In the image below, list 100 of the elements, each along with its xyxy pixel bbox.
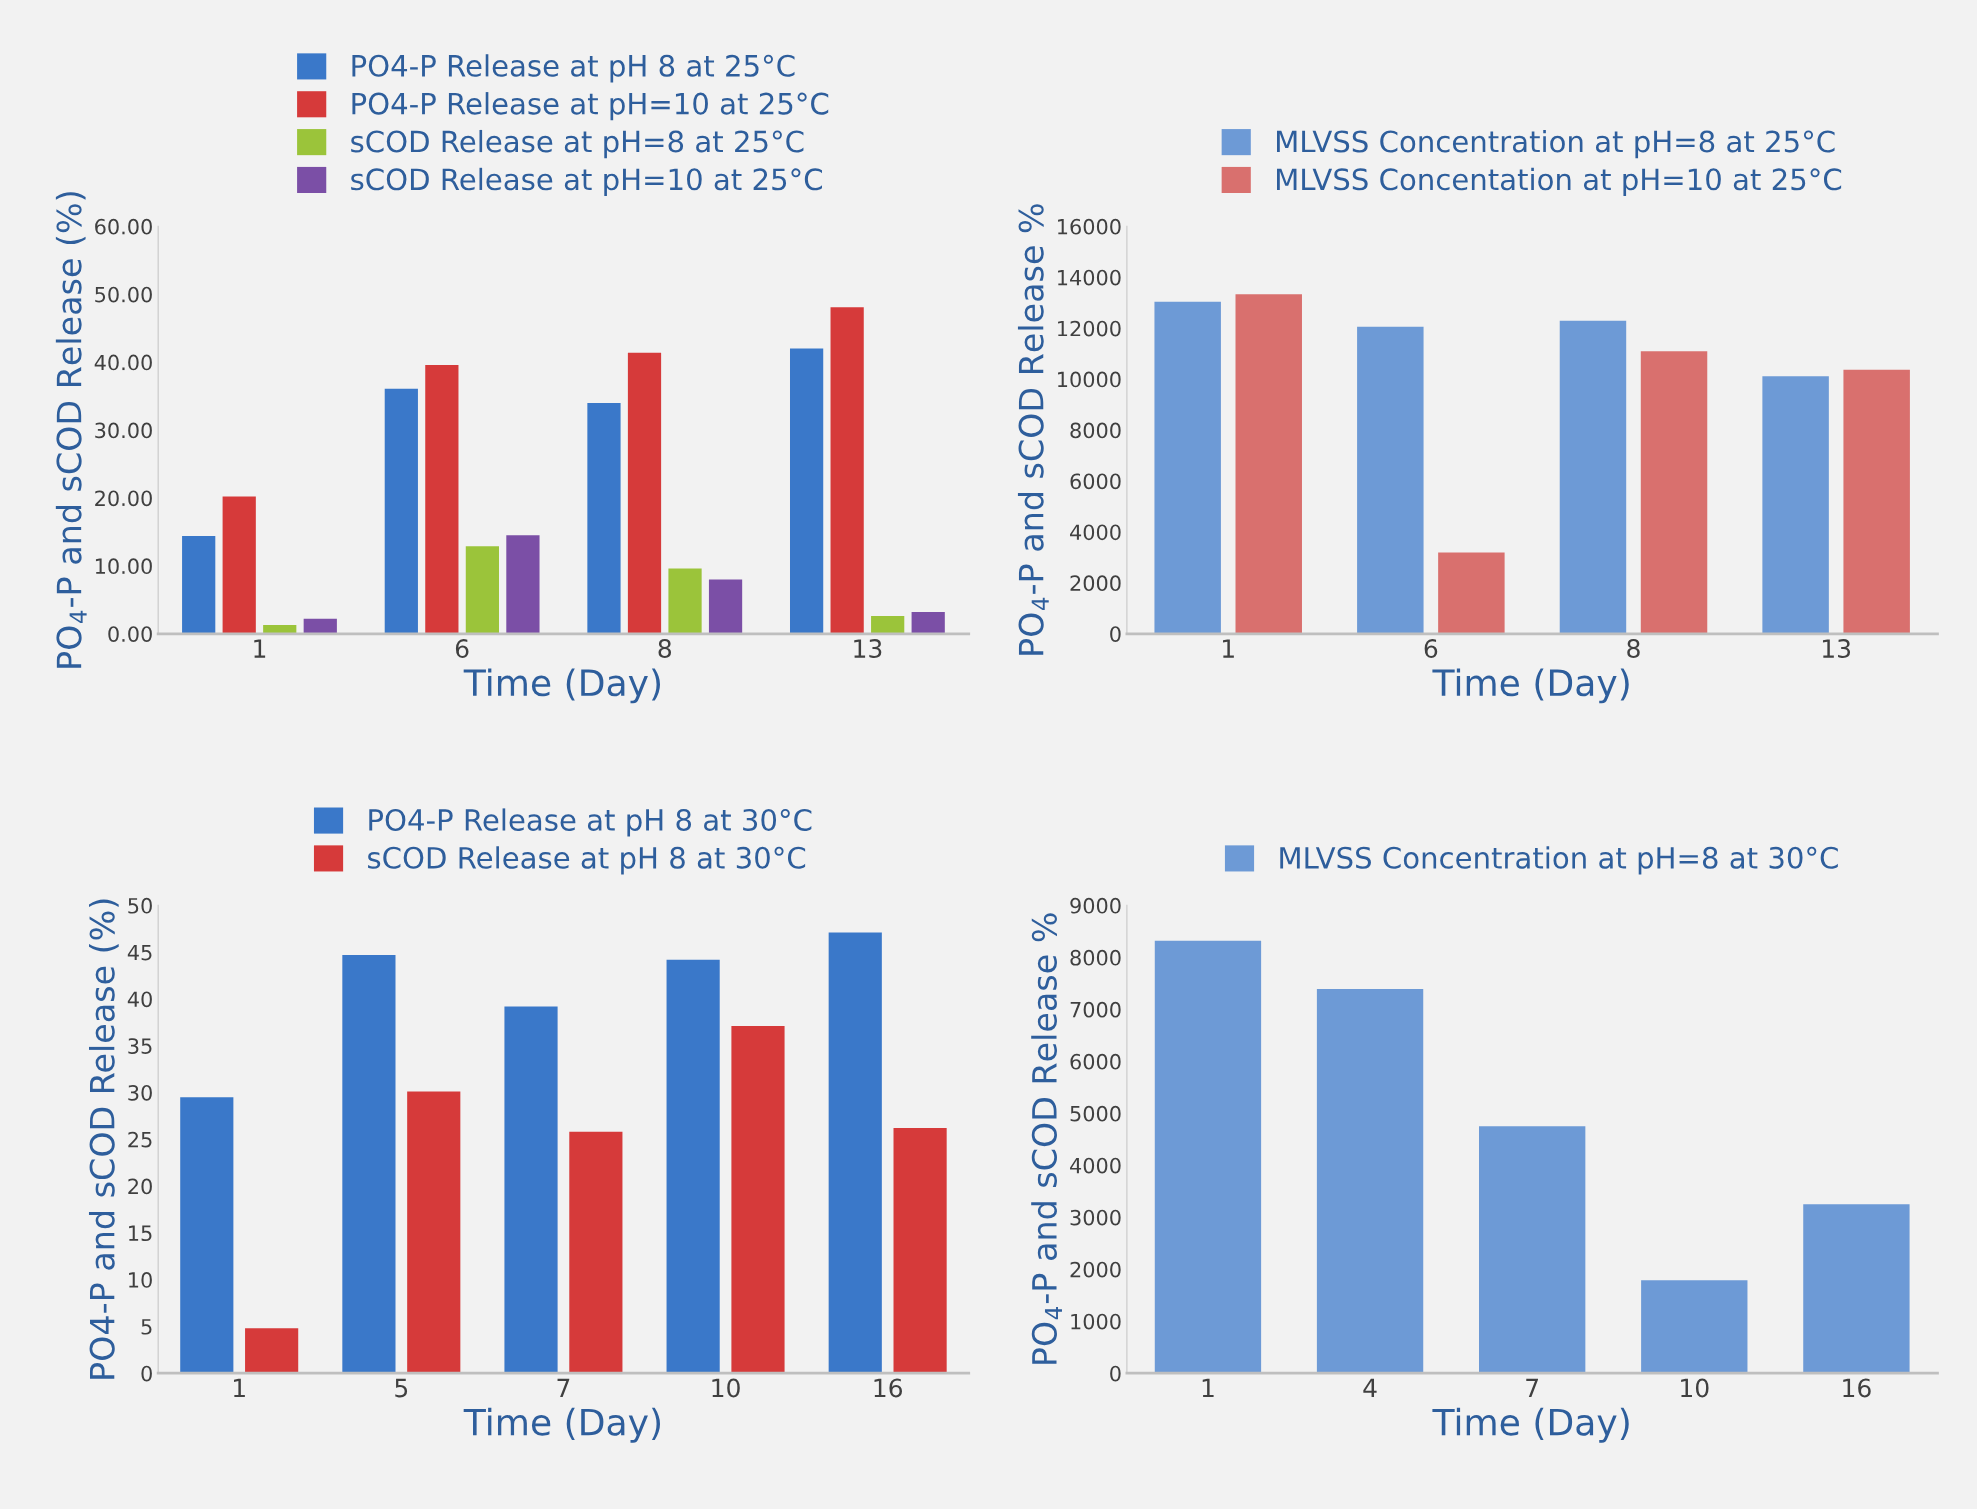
y-tick-label: 5000 [1070,1105,1121,1122]
y-tick-label: 35 [128,1038,152,1054]
y-axis-title: PO4-P and sCOD Release (%) [88,899,119,1379]
x-tick-label: 7 [1526,1378,1538,1398]
bar [245,1328,299,1374]
x-tick-label: 6 [455,639,469,658]
bar [465,546,499,634]
y-tick-label: 10.00 [95,558,152,575]
bar [893,1128,947,1374]
legend-label: PO4-P Release at pH 8 at 30°C [369,808,812,837]
y-tick-label: 10 [129,1272,152,1288]
bar [1843,369,1910,634]
x-tick-label: 16 [874,1378,902,1398]
x-tick-label: 13 [854,639,882,658]
bar [425,364,459,634]
y-tick-label: 6000 [1070,473,1121,490]
legend-label: PO4-P Release at pH=10 at 25°C [352,92,829,121]
y-tick-label: 12000 [1058,320,1121,337]
bar [587,402,621,634]
y-tick-label: 45 [127,944,152,961]
bar [182,536,216,634]
y-tick-label: 10000 [1058,371,1121,388]
y-tick-label: 0.00 [108,626,152,642]
y-tick-label: 25 [128,1131,152,1148]
y-tick-label: 0 [1110,1365,1121,1382]
y-tick-label: 5 [141,1319,152,1335]
legend-label: sCOD Release at pH=10 at 25°C [351,167,822,197]
x-tick-label: 13 [1822,639,1851,658]
bar [180,1097,234,1374]
y-tick-label: 60.00 [95,218,152,235]
y-tick-label: 8000 [1070,949,1121,966]
bar [871,616,905,634]
legend-label: sCOD Release at pH 8 at 30°C [368,846,806,875]
bar [1316,989,1424,1374]
x-tick-label: 5 [395,1378,408,1398]
y-tick-label: 40.00 [94,354,152,371]
x-tick-label: 1 [234,1378,245,1398]
y-tick-label: 0 [141,1365,152,1382]
bar [830,307,864,634]
y-axis-title: PO$_{4}$-P and sCOD Release % [1031,913,1062,1364]
bar [1154,301,1221,634]
bar [1479,1126,1586,1374]
x-axis-title: Time (Day) [463,668,660,704]
legend-label: PO4-P Release at pH 8 at 25°C [352,54,795,83]
y-tick-label: 50.00 [95,286,152,303]
y-axis-title: PO$_{4}$-P and sCOD Release % [1017,204,1049,655]
y-tick-label: 2000 [1070,575,1121,592]
bar [222,496,256,634]
y-tick-label: 16000 [1058,218,1121,235]
y-tick-label: 1000 [1071,1313,1121,1330]
legend-label: MLVSS Concentation at pH=10 at 25°C [1277,167,1842,197]
legend-label: MLVSS Concentration at pH=8 at 30°C [1280,846,1838,875]
bar [407,1091,461,1374]
y-tick-label: 30.00 [95,422,152,439]
y-tick-label: 6000 [1070,1053,1121,1070]
bar [342,954,396,1374]
bar [911,612,945,634]
x-tick-label: 1 [254,639,266,658]
y-tick-label: 30 [128,1084,152,1101]
bar [1438,552,1505,634]
bar [790,348,824,634]
y-tick-label: 0 [1110,626,1121,642]
bar [569,1131,623,1374]
bar [384,388,418,634]
x-axis-title: Time (Day) [1432,668,1629,704]
x-axis-title: Time (Day) [463,1407,660,1443]
x-tick-label: 16 [1843,1378,1871,1398]
x-tick-label: 7 [557,1378,570,1398]
bar [506,535,540,634]
x-tick-label: 8 [1627,639,1640,658]
y-tick-label: 50 [128,897,152,914]
x-tick-label: 10 [712,1378,740,1398]
y-tick-label: 20 [128,1178,152,1195]
y-tick-label: 7000 [1070,1001,1121,1018]
x-tick-label: 1 [1223,639,1234,658]
bar [627,352,662,634]
y-tick-label: 4000 [1070,1157,1121,1174]
y-tick-label: 14000 [1058,269,1121,286]
y-tick-label: 8000 [1070,422,1121,439]
legend-label: sCOD Release at pH=8 at 25°C [351,129,804,159]
y-tick-label: 15 [129,1225,152,1242]
bar [504,1006,558,1374]
x-tick-label: 6 [1424,639,1438,658]
bar [1640,351,1708,634]
x-tick-label: 1 [1202,1378,1214,1398]
bar [666,959,720,1374]
y-tick-label: 20.00 [95,490,152,507]
bar [668,568,702,634]
y-tick-label: 9000 [1070,897,1121,914]
bar [1357,326,1424,634]
bar [731,1026,785,1374]
y-tick-label: 4000 [1070,524,1121,541]
x-tick-label: 10 [1681,1378,1709,1398]
legend-label: MLVSS Concentration at pH=8 at 25°C [1277,129,1835,159]
x-axis-title: Time (Day) [1432,1407,1629,1443]
y-tick-label: 3000 [1070,1209,1121,1226]
bar [1154,940,1262,1374]
y-axis-title: PO$_{4}$-P and sCOD Release (%) [55,192,87,668]
x-tick-label: 8 [658,639,672,658]
bar [1641,1280,1748,1374]
